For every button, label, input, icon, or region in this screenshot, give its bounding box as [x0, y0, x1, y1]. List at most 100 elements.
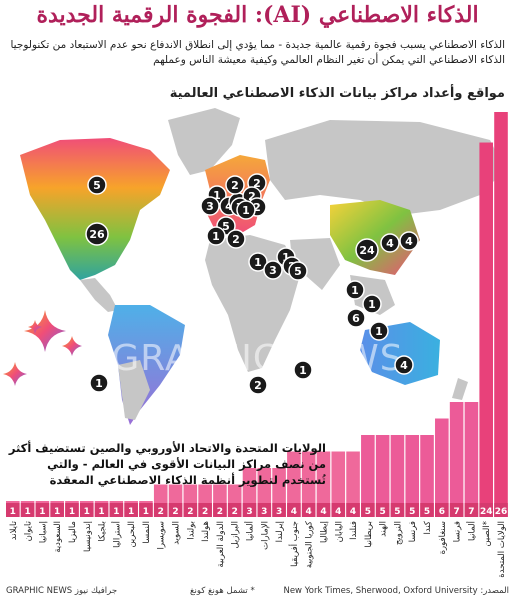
bar-category-label: السعودية [53, 521, 63, 553]
bar-label-band [124, 503, 138, 517]
map-marker-label: 2 [253, 177, 261, 190]
bar [301, 451, 316, 517]
map-marker-label: 26 [89, 228, 105, 241]
bar-category-label: النرويج [393, 521, 403, 545]
bar-value-label: 4 [306, 507, 312, 517]
bar-category-label: فرنسا [408, 521, 418, 542]
map-marker [89, 373, 109, 393]
bar [449, 402, 464, 517]
bar [420, 435, 434, 517]
map-marker [394, 355, 414, 375]
bar-category-label: كوريا الجنوبية [305, 520, 315, 568]
bar-label-band [242, 503, 257, 517]
bar-category-label: بلجيكا [98, 521, 108, 542]
bar-category-label: النمسا [142, 521, 152, 544]
bar-value-label: 1 [143, 507, 149, 517]
bar-label-band [109, 503, 124, 517]
map-marker [380, 233, 400, 253]
bar-category-label: كندا [423, 520, 433, 534]
bar-value-label: 2 [158, 507, 164, 517]
bar-category-label: البرازيل [231, 521, 241, 548]
bar [435, 418, 449, 517]
bar [464, 402, 479, 517]
map-marker-label: 5 [222, 220, 230, 233]
map-marker-label: 4 [400, 359, 408, 372]
land-india [290, 238, 340, 290]
bar-value-label: 7 [453, 507, 459, 517]
map-marker-label: 3 [206, 200, 214, 213]
page-title: الذكاء الاصطناعي (AI): الفجوة الرقمية ال… [36, 2, 479, 28]
bar-label-band [6, 503, 20, 517]
bar-value-label: 5 [424, 507, 430, 517]
bar-label-band [183, 503, 198, 517]
bar-label-band [375, 503, 390, 517]
bar-value-label: 3 [246, 507, 252, 517]
bar-label-band [287, 503, 301, 517]
bar-value-label: 7 [468, 507, 474, 517]
bar-value-label: 2 [202, 507, 208, 517]
bar-value-label: 5 [365, 507, 371, 517]
bar-category-label: إيطاليا [319, 521, 329, 543]
bar-label-band [420, 503, 434, 517]
bar [346, 451, 360, 517]
map-heading: مواقع وأعداد مراكز بيانات الذكاء الاصطنا… [169, 86, 505, 101]
bar-value-label: 4 [320, 507, 326, 517]
bar [316, 451, 331, 517]
map-marker [263, 260, 283, 280]
bar-value-label: 2 [187, 507, 193, 517]
bar-category-label: اليابان [334, 521, 344, 542]
bar-value-label: 3 [261, 507, 267, 517]
map-marker [225, 175, 245, 195]
bar-label-band [316, 503, 331, 517]
callout-text: الولايات المتحدة والاتحاد الأوروبي والصي… [8, 441, 326, 487]
bar-value-label: 26 [495, 507, 508, 517]
bar-value-label: 1 [113, 507, 119, 517]
bar-label-band [213, 503, 227, 517]
bar-value-label: 4 [350, 507, 356, 517]
map-marker-label: 2 [232, 233, 240, 246]
bar [494, 112, 508, 517]
bar-category-label: تايوان [24, 520, 34, 541]
bar-category-label: ألمانيا [244, 521, 256, 541]
map-marker [362, 294, 382, 314]
map-marker-label: 1 [299, 364, 307, 377]
bar-label-band [79, 503, 94, 517]
bar [405, 435, 420, 517]
bar-category-label: الإمارات [260, 521, 270, 550]
map-marker [293, 360, 313, 380]
bar-value-label: 3 [276, 507, 282, 517]
bar-value-label: 1 [128, 507, 134, 517]
bar-category-label: السويد [172, 521, 182, 545]
map-marker [248, 252, 268, 272]
bar-category-label: إيرلندا [275, 521, 285, 542]
map-marker-label: 1 [368, 298, 376, 311]
source-note: المصدر: New York Times, Sherwood, Oxford… [283, 586, 509, 596]
bar-chart: 1 تايلاند 1 تايوان 1 إسبانيا 1 السعودية 1 ماليزيا… [6, 112, 508, 578]
map-marker-label: 4 [225, 200, 233, 213]
sparkle-star-icon [62, 336, 82, 356]
bar-label-band [168, 503, 183, 517]
bar-label-band [198, 503, 212, 517]
map-marker [206, 226, 226, 246]
bar-value-label: 4 [291, 507, 297, 517]
bar [361, 435, 375, 517]
bar-label-band [435, 503, 449, 517]
bar-value-label: 1 [84, 507, 90, 517]
bar-category-label: تايلاند [9, 520, 19, 540]
sparkle-star-icon [28, 320, 42, 334]
bar-category-label: سويسرا [157, 521, 167, 550]
bar-category-label: إسبانيا [38, 521, 48, 543]
bar-label-band [139, 503, 153, 517]
sparkle-star-icon [24, 310, 66, 352]
bar-category-label: أستراليا [110, 521, 122, 548]
map-marker-label: 1 [375, 325, 383, 338]
bar [375, 435, 390, 517]
bar-label-band [301, 503, 316, 517]
map-marker-label: 1 [213, 189, 221, 202]
map-marker-label: 24 [359, 244, 375, 257]
bar-label-band [405, 503, 420, 517]
bar-label-band [272, 503, 286, 517]
bar-label-band [479, 503, 493, 517]
map-marker-label: 4 [386, 237, 394, 250]
